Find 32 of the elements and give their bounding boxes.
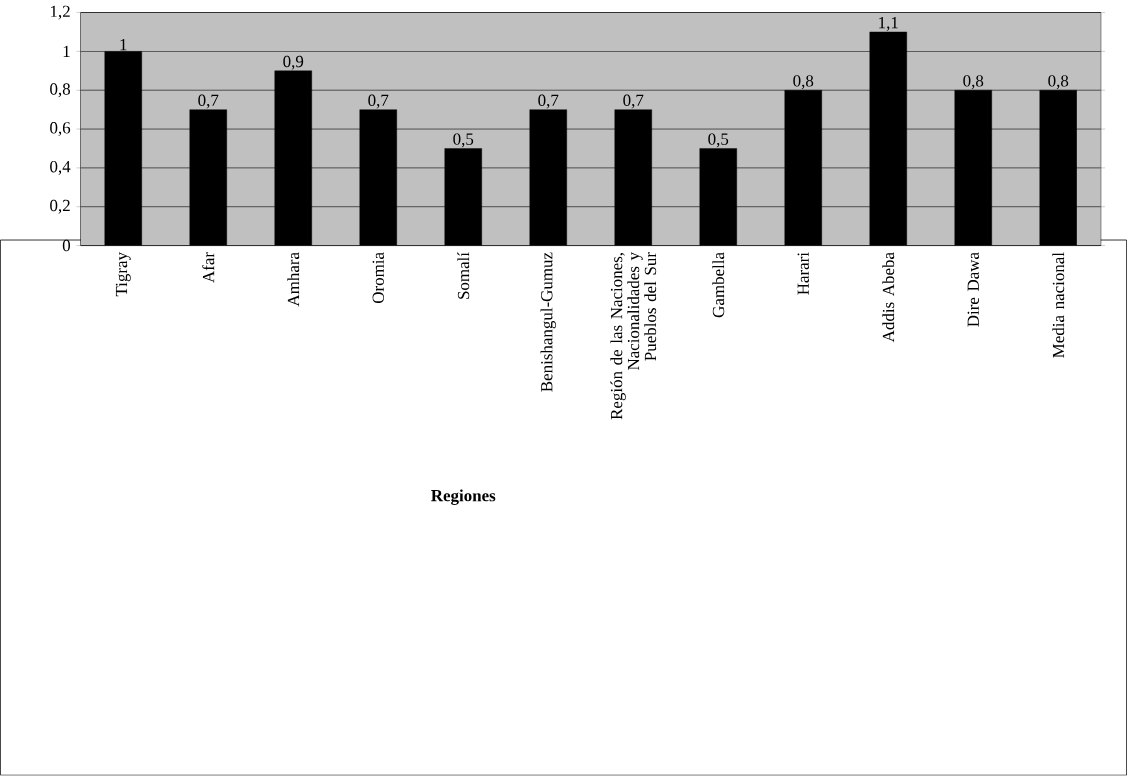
y-tick-label: 0,6 [50, 122, 71, 137]
x-tick-label: Harari [797, 252, 809, 295]
data-label: 1,1 [879, 17, 898, 31]
data-label: 0,7 [198, 94, 219, 109]
y-tick-label: 0,4 [50, 161, 71, 176]
data-label: 0,5 [708, 133, 729, 148]
x-tick-label: Afar [202, 252, 215, 284]
x-tick-label: Dire Dawa [967, 252, 979, 327]
data-label: 0,8 [793, 75, 814, 90]
y-tick-label: 1 [63, 45, 70, 58]
x-tick-label: Tigray [115, 252, 131, 297]
data-label: 0,7 [538, 94, 559, 109]
data-label: 1 [120, 39, 127, 51]
x-tick-label: Media nacional [1052, 252, 1065, 358]
y-tick-label: 0 [62, 240, 71, 252]
data-label: 0,8 [963, 75, 984, 90]
y-tick-label: 1,2 [50, 5, 70, 20]
x-tick-label: Benishangul-Gumuz [540, 252, 556, 392]
x-axis-title: Regiones [431, 489, 496, 506]
data-label: 0,7 [623, 94, 644, 109]
x-tick-label: Oromia [372, 252, 384, 304]
data-label: 0,7 [368, 94, 389, 109]
x-tick-label: Amhara [287, 252, 300, 307]
x-tick-label: Gambella [712, 252, 725, 318]
y-tick-label: 0,8 [50, 83, 71, 98]
x-tick-label: Región de las Naciones, Nacionalidades y Pueblos del Sur [610, 252, 657, 420]
data-label: 0,5 [453, 133, 474, 148]
x-tick-label: Addis Abeba [882, 252, 895, 343]
data-label: 0,8 [1048, 75, 1069, 90]
data-label: 0,9 [283, 55, 304, 70]
x-tick-label: Somalí [457, 252, 470, 300]
y-tick-label: 0,2 [50, 199, 70, 214]
